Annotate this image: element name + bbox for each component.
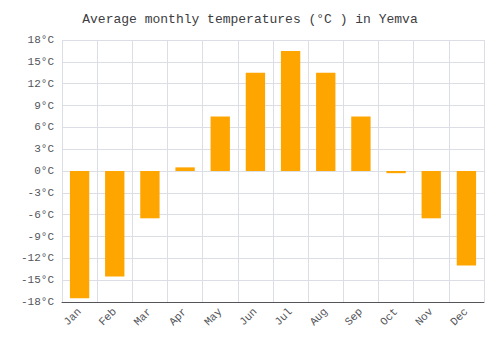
svg-text:Dec: Dec [448,306,470,328]
svg-text:3°C: 3°C [34,143,54,155]
svg-text:Apr: Apr [167,306,189,328]
svg-text:Nov: Nov [413,305,436,328]
svg-text:-15°C: -15°C [21,274,54,286]
svg-text:6°C: 6°C [34,121,54,133]
svg-text:Average monthly temperatures (: Average monthly temperatures (°C ) in Ye… [82,12,418,27]
svg-text:Sep: Sep [343,306,365,328]
svg-text:Mar: Mar [132,306,154,328]
svg-text:-3°C: -3°C [28,187,55,199]
svg-text:Jan: Jan [61,306,83,328]
svg-text:-12°C: -12°C [21,252,54,264]
svg-text:Jun: Jun [237,306,259,328]
svg-text:-6°C: -6°C [28,209,55,221]
svg-text:18°C: 18°C [28,34,55,46]
svg-text:Feb: Feb [97,306,119,328]
svg-text:Oct: Oct [378,306,400,328]
svg-text:Aug: Aug [308,306,330,328]
svg-text:15°C: 15°C [28,56,55,68]
svg-text:-9°C: -9°C [28,231,55,243]
svg-text:May: May [202,305,225,328]
svg-text:9°C: 9°C [34,100,54,112]
svg-text:0°C: 0°C [34,165,54,177]
svg-text:12°C: 12°C [28,78,55,90]
svg-text:-18°C: -18°C [21,296,54,308]
svg-text:Jul: Jul [272,306,294,328]
